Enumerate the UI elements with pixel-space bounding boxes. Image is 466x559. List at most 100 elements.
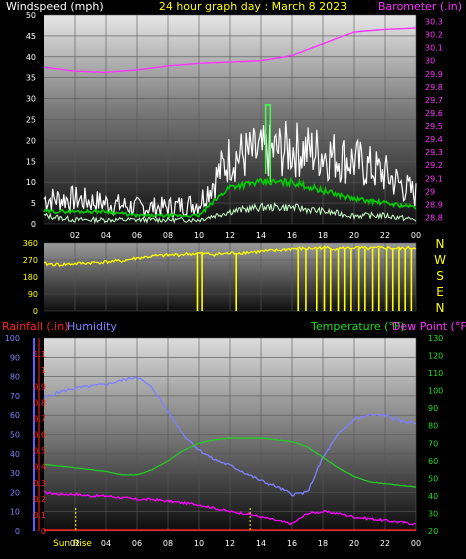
rainfall-tick-label: 1.1 xyxy=(33,350,46,359)
barometer-tick-label: 29.6 xyxy=(425,109,443,118)
humidity-line xyxy=(43,376,417,497)
temperature-tick-label: 130 xyxy=(428,334,443,343)
barometer-tick-label: 30 xyxy=(425,57,435,66)
barometer-axis-title: Barometer (.in) xyxy=(378,0,462,13)
wind-gust-line xyxy=(43,120,417,219)
direction-tick-label: 0 xyxy=(33,307,38,316)
wind-tick-label: 15 xyxy=(26,157,36,166)
wind-x-tick-label: 00 xyxy=(411,231,421,240)
rainfall-tick-label: 0.9 xyxy=(33,382,46,391)
wind-tick-label: 45 xyxy=(26,32,36,41)
barometer-tick-label: 28.8 xyxy=(425,213,443,222)
barometer-tick-label: 30.3 xyxy=(425,18,443,27)
wind-direction-line xyxy=(43,245,417,267)
barometer-tick-label: 29.4 xyxy=(425,135,443,144)
compass-label-w: W xyxy=(434,253,446,267)
wind-tick-label: 40 xyxy=(26,53,36,62)
direction-tick-label: 270 xyxy=(23,256,38,265)
axis-labels: 0510152025303540455028.828.92929.129.229… xyxy=(5,11,444,548)
rainfall-tick-label: 0.5 xyxy=(33,447,46,456)
rainfall-tick-label: 1 xyxy=(41,366,46,375)
temperature-x-tick-label: 08 xyxy=(163,539,173,548)
barometer-tick-label: 29.1 xyxy=(425,174,443,183)
rainfall-tick-label: 0.7 xyxy=(33,414,46,423)
dewpoint-axis-title: Dew Point (°F) xyxy=(392,320,466,333)
temperature-x-tick-label: 06 xyxy=(132,539,142,548)
wind-x-tick-label: 16 xyxy=(287,231,297,240)
humidity-tick-label: 10 xyxy=(10,508,20,517)
compass-labels: N W S E N xyxy=(434,237,446,315)
temperature-x-tick-label: 20 xyxy=(349,539,359,548)
wind-x-tick-label: 08 xyxy=(163,231,173,240)
wind-tick-label: 10 xyxy=(26,178,36,187)
wind-x-tick-label: 18 xyxy=(318,231,328,240)
wind-tick-label: 30 xyxy=(26,95,36,104)
wind-x-tick-label: 20 xyxy=(349,231,359,240)
humidity-axis-title: Humidity xyxy=(67,320,117,333)
sunrise-label: Sun Rise xyxy=(53,539,92,549)
temperature-x-tick-label: 16 xyxy=(287,539,297,548)
wind-x-tick-label: 06 xyxy=(132,231,142,240)
compass-label-e: E xyxy=(436,285,444,299)
wind-tick-label: 20 xyxy=(26,136,36,145)
rainfall-tick-label: 0.4 xyxy=(33,463,46,472)
rainfall-tick-label: 0.3 xyxy=(33,479,46,488)
wind-x-tick-label: 12 xyxy=(225,231,235,240)
wind-x-tick-label: 22 xyxy=(380,231,390,240)
temperature-x-tick-label: 10 xyxy=(194,539,204,548)
rainfall-tick-label: 0.6 xyxy=(33,431,46,440)
wind-tick-label: 50 xyxy=(26,11,36,20)
humidity-tick-label: 90 xyxy=(10,353,20,362)
temperature-tick-label: 60 xyxy=(428,457,438,466)
wind-tick-label: 5 xyxy=(31,199,36,208)
wind-average-line xyxy=(43,176,417,220)
compass-label-n-top: N xyxy=(436,237,445,251)
barometer-line xyxy=(43,27,417,74)
humidity-tick-label: 30 xyxy=(10,469,20,478)
barometer-tick-label: 29 xyxy=(425,187,435,196)
barometer-tick-label: 29.8 xyxy=(425,83,443,92)
wind-tick-label: 0 xyxy=(31,220,36,229)
temperature-x-tick-label: 22 xyxy=(380,539,390,548)
temperature-tick-label: 30 xyxy=(428,509,438,518)
barometer-tick-label: 28.9 xyxy=(425,200,443,209)
temperature-x-tick-label: 18 xyxy=(318,539,328,548)
temperature-tick-label: 20 xyxy=(428,527,438,536)
temperature-tick-label: 100 xyxy=(428,387,443,396)
rainfall-tick-label: 0.8 xyxy=(33,398,46,407)
temperature-tick-label: 120 xyxy=(428,352,443,361)
barometer-tick-label: 29.5 xyxy=(425,122,443,131)
wind-tick-label: 35 xyxy=(26,74,36,83)
direction-tick-label: 180 xyxy=(23,273,38,282)
barometer-tick-label: 29.7 xyxy=(425,96,443,105)
humidity-tick-label: 100 xyxy=(5,334,20,343)
wind-x-tick-label: 10 xyxy=(194,231,204,240)
barometer-tick-label: 30.2 xyxy=(425,31,443,40)
windspeed-axis-title: Windspeed (mph) xyxy=(6,0,104,13)
humidity-tick-label: 50 xyxy=(10,431,20,440)
humidity-tick-label: 20 xyxy=(10,488,20,497)
humidity-tick-label: 70 xyxy=(10,392,20,401)
compass-label-s: S xyxy=(436,269,444,283)
chart-title: 24 hour graph day : March 8 2023 xyxy=(159,0,347,13)
temperature-line xyxy=(43,437,417,489)
temperature-x-tick-label: 04 xyxy=(101,539,111,548)
temperature-tick-label: 110 xyxy=(428,369,443,378)
wind-x-tick-label: 14 xyxy=(256,231,266,240)
barometer-tick-label: 29.9 xyxy=(425,70,443,79)
wind-panel-series xyxy=(43,27,417,225)
wind-tick-label: 25 xyxy=(26,116,36,125)
temperature-tick-label: 80 xyxy=(428,422,438,431)
humidity-tick-label: 40 xyxy=(10,450,20,459)
wind-x-tick-label: 02 xyxy=(70,231,80,240)
direction-panel-series xyxy=(43,245,417,311)
temperature-tick-label: 50 xyxy=(428,474,438,483)
barometer-tick-label: 29.3 xyxy=(425,148,443,157)
barometer-tick-label: 29.2 xyxy=(425,161,443,170)
temperature-tick-label: 70 xyxy=(428,439,438,448)
rainfall-tick-label: 0 xyxy=(41,527,46,536)
temperature-x-tick-label: 12 xyxy=(225,539,235,548)
temperature-tick-label: 90 xyxy=(428,404,438,413)
